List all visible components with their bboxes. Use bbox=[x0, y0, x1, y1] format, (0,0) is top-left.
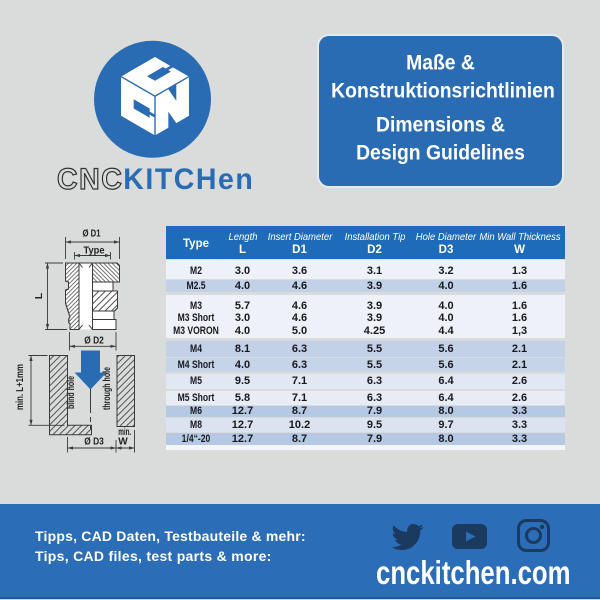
svg-text:min.: min. bbox=[118, 427, 131, 438]
svg-text:through hole: through hole bbox=[102, 367, 113, 410]
svg-text:Ø D1: Ø D1 bbox=[83, 228, 101, 240]
svg-text:W: W bbox=[118, 437, 128, 448]
svg-text:blind hole: blind hole bbox=[66, 376, 77, 409]
svg-text:min. L+1mm: min. L+1mm bbox=[15, 364, 26, 410]
svg-text:Ø D2: Ø D2 bbox=[84, 335, 104, 347]
svg-text:L: L bbox=[33, 292, 45, 299]
svg-text:Type: Type bbox=[84, 245, 105, 257]
svg-text:Ø D3: Ø D3 bbox=[84, 436, 104, 448]
